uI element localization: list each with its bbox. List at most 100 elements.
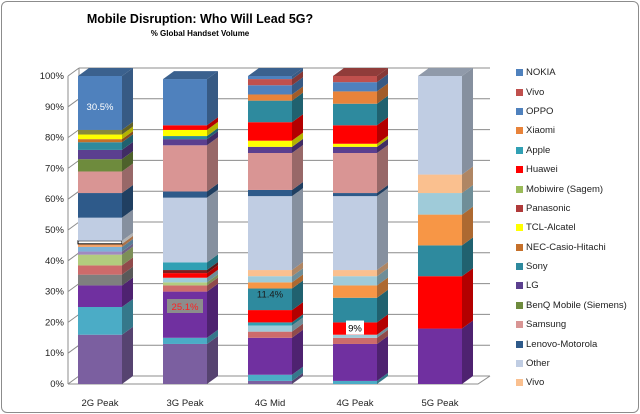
bar-segment-side [377,335,388,381]
bar-segment [163,139,207,146]
bar-top [163,71,218,80]
y-tick-label: 20% [45,317,65,328]
bar-segment [333,91,377,104]
x-tick-label: 4G Peak [337,398,374,409]
bar-segment [248,282,292,289]
bar-segment-side [207,269,218,283]
y-tick-label: 80% [45,133,65,144]
bar-segment [418,328,462,384]
bar-segment-side [207,121,218,137]
legend-item: NOKIA [516,63,627,82]
bar-segment-side [207,254,218,271]
gridline-diagonal [67,313,80,323]
bar-segment [248,310,292,323]
bar-segment-side [122,257,133,275]
bar-segment [163,270,207,274]
y-tick-label: 70% [45,163,65,174]
bar-segment-side [207,274,218,286]
bar-segment-side [122,266,133,286]
bar-segment [248,153,292,190]
legend-swatch [516,69,523,77]
bar-segment-side [377,83,388,104]
bar-segment-side [122,238,133,252]
bar-segment [78,274,122,286]
bar-segment-side [122,235,133,247]
x-tick-label: 2G Peak [82,398,119,409]
bar-segment [248,276,292,283]
bar-segment-side [207,71,218,126]
bar-segment [163,129,207,137]
bar-5g-peak [418,68,473,384]
legend-swatch [516,340,523,348]
legend-label: Mobiwire (Sagem) [526,183,604,195]
bar-segment-side [122,243,133,255]
bar-segment-side [292,188,303,271]
bar-segment-side [207,131,218,146]
bar-segment-side [462,185,473,215]
bar-segment-side [292,181,303,197]
legend-label: Xiaomi [526,125,556,137]
legend-label: Vivo [526,86,545,98]
bar-segment [78,334,122,384]
bar-4g-peak [333,68,388,384]
legend-label: Lenovo-Motorola [526,338,598,350]
bar-segment-side [462,237,473,277]
bar-segment [248,380,292,384]
bar-segment [333,125,377,144]
legend-item: Panasonic [516,199,627,218]
legend-label: TCL-Alcatel [526,222,576,234]
legend-swatch [516,243,523,251]
bar-segment [333,146,377,153]
bar-segment [333,103,377,126]
bar-segment [78,246,122,252]
legend-swatch [516,185,523,193]
bar-segment-side [207,283,218,338]
bar-segment [248,122,292,141]
gridline-diagonal [67,375,80,385]
bar-segment [248,79,292,86]
legend-swatch [516,127,523,135]
bar-segment [248,196,292,271]
bar-segment [78,171,122,194]
bar-2g-peak [77,68,133,384]
bar-segment-side [292,280,303,311]
data-label: 9% [348,324,362,335]
y-tick-label: 40% [45,256,65,267]
legend-label: LG [526,280,539,292]
bar-segment-side [122,131,133,143]
bar-segment [333,270,377,277]
bar-segment-side [122,121,133,135]
bar-segment [248,322,292,326]
legend-swatch [516,379,523,387]
bar-segment [78,307,122,335]
bar-segment-side [462,206,473,246]
legend-label: BenQ Mobile (Siemens) [526,299,627,311]
legend-item: LG [516,276,627,295]
y-tick-label: 90% [45,102,65,113]
bar-segment [163,79,207,126]
legend-item: Lenovo-Motorola [516,334,627,353]
bar-3g-peak [163,71,218,384]
legend-item: Vivo [516,82,627,101]
bar-segment [163,282,207,286]
bar-segment [418,276,462,329]
chart-title: Mobile Disruption: Who Will Lead 5G? [86,12,314,26]
gridline-diagonal [67,190,80,200]
legend-label: Sony [526,261,548,273]
legend: NOKIA Vivo OPPO Xiaomi Apple Huawei Mobiwire (… [516,63,627,393]
bar-segment [333,143,377,147]
bar-segment-side [292,317,303,332]
legend-label: NEC-Casio-Hitachi [526,241,606,253]
bar-segment-side [292,302,303,323]
bar-segment-side [377,289,388,323]
legend-item: NEC-Casio-Hitachi [516,238,627,257]
bar-segment-side [377,68,388,83]
bar-segment-side [122,134,133,150]
bar-segment [333,337,377,344]
legend-swatch [516,224,523,232]
bar-segment-side [377,117,388,144]
y-tick-label: 0% [50,379,64,390]
bar-segment-side [462,166,473,194]
bar-segment-side [292,138,303,153]
